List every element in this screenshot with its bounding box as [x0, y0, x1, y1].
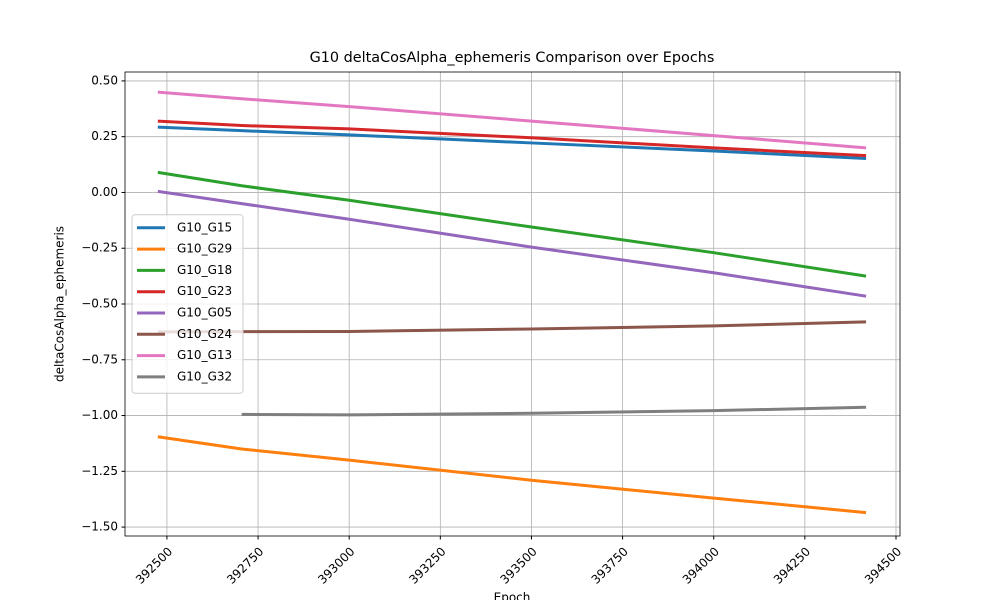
data-line	[157, 119, 867, 158]
chart-title: G10 deltaCosAlpha_ephemeris Comparison o…	[310, 50, 715, 66]
data-line	[157, 435, 867, 515]
y-tick-label: −0.50	[81, 297, 118, 311]
x-axis-label: Epoch	[494, 591, 531, 600]
y-axis-label: deltaCosAlpha_ephemeris	[53, 226, 67, 382]
data-line	[157, 90, 867, 150]
y-tick-label: −1.00	[81, 408, 118, 422]
y-tick-label: −1.50	[81, 520, 118, 534]
plot-frame	[124, 71, 901, 537]
legend: G10_G15 G10_G29 G10_G18 G10_G23 G10_G05 G10_G…	[131, 214, 244, 394]
data-line	[157, 189, 867, 298]
legend-label: G10_G15	[177, 220, 232, 234]
y-tick-label: 0.50	[91, 73, 118, 87]
y-tick-label: 0.00	[91, 185, 118, 199]
legend-label: G10_G13	[177, 348, 232, 362]
legend-label: G10_G05	[177, 306, 232, 320]
y-tick-label: −0.75	[81, 352, 118, 366]
legend-label: G10_G18	[177, 263, 232, 277]
y-tick-label: −1.25	[81, 464, 118, 478]
y-tick-label: 0.25	[91, 129, 118, 143]
legend-box	[131, 214, 244, 394]
data-line	[157, 125, 867, 161]
data-line	[157, 170, 867, 278]
legend-label: G10_G32	[177, 369, 232, 383]
y-tick-label: −0.25	[81, 241, 118, 255]
legend-label: G10_G23	[177, 284, 232, 298]
legend-label: G10_G29	[177, 242, 232, 256]
legend-label: G10_G24	[177, 327, 232, 341]
data-line	[241, 405, 867, 417]
